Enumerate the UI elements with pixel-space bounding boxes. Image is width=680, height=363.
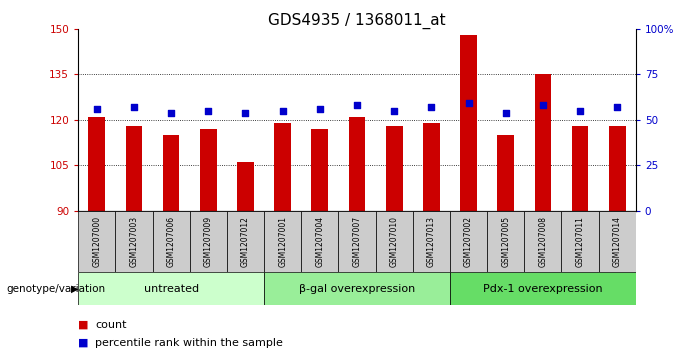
FancyBboxPatch shape <box>598 211 636 272</box>
FancyBboxPatch shape <box>116 211 152 272</box>
Point <box>389 108 400 114</box>
Text: GSM1207003: GSM1207003 <box>129 216 139 267</box>
Point <box>463 101 474 106</box>
Text: GSM1207014: GSM1207014 <box>613 216 622 267</box>
Point <box>612 104 623 110</box>
Point <box>203 108 214 114</box>
FancyBboxPatch shape <box>227 211 264 272</box>
Bar <box>88 117 105 211</box>
Text: GSM1207011: GSM1207011 <box>575 216 585 267</box>
FancyBboxPatch shape <box>339 211 375 272</box>
Point <box>277 108 288 114</box>
Text: count: count <box>95 320 126 330</box>
FancyBboxPatch shape <box>264 272 450 305</box>
Bar <box>497 135 514 211</box>
FancyBboxPatch shape <box>450 272 636 305</box>
Point <box>352 102 362 108</box>
Point <box>166 110 177 115</box>
Bar <box>237 162 254 211</box>
Point <box>240 110 251 115</box>
FancyBboxPatch shape <box>78 272 264 305</box>
FancyBboxPatch shape <box>375 211 413 272</box>
Point <box>575 108 585 114</box>
Bar <box>311 129 328 211</box>
Text: GSM1207008: GSM1207008 <box>539 216 547 267</box>
Point <box>500 110 511 115</box>
FancyBboxPatch shape <box>264 211 301 272</box>
FancyBboxPatch shape <box>413 211 450 272</box>
FancyBboxPatch shape <box>450 211 487 272</box>
Point <box>129 104 139 110</box>
Bar <box>609 126 626 211</box>
Text: GSM1207010: GSM1207010 <box>390 216 398 267</box>
Text: GSM1207009: GSM1207009 <box>204 216 213 267</box>
Text: GSM1207005: GSM1207005 <box>501 216 510 267</box>
Bar <box>386 126 403 211</box>
Point <box>537 102 548 108</box>
Bar <box>460 35 477 211</box>
FancyBboxPatch shape <box>487 211 524 272</box>
Bar <box>200 129 217 211</box>
FancyBboxPatch shape <box>524 211 562 272</box>
Point <box>426 104 437 110</box>
Point <box>314 106 325 112</box>
Text: GSM1207001: GSM1207001 <box>278 216 287 267</box>
Bar <box>126 126 142 211</box>
Point <box>91 106 102 112</box>
Bar <box>534 74 551 211</box>
FancyBboxPatch shape <box>152 211 190 272</box>
Bar <box>349 117 365 211</box>
Bar <box>274 123 291 211</box>
Text: ■: ■ <box>78 338 88 348</box>
Text: GSM1207004: GSM1207004 <box>316 216 324 267</box>
Bar <box>572 126 588 211</box>
Bar <box>423 123 440 211</box>
Text: ■: ■ <box>78 320 88 330</box>
Text: β-gal overexpression: β-gal overexpression <box>299 284 415 294</box>
Bar <box>163 135 180 211</box>
Text: untreated: untreated <box>143 284 199 294</box>
FancyBboxPatch shape <box>562 211 598 272</box>
Text: ▶: ▶ <box>71 284 79 294</box>
Text: GSM1207002: GSM1207002 <box>464 216 473 267</box>
Text: GSM1207000: GSM1207000 <box>92 216 101 267</box>
Text: genotype/variation: genotype/variation <box>7 284 106 294</box>
Text: percentile rank within the sample: percentile rank within the sample <box>95 338 283 348</box>
FancyBboxPatch shape <box>78 211 116 272</box>
FancyBboxPatch shape <box>301 211 339 272</box>
FancyBboxPatch shape <box>190 211 227 272</box>
Text: GSM1207012: GSM1207012 <box>241 216 250 267</box>
Title: GDS4935 / 1368011_at: GDS4935 / 1368011_at <box>268 13 446 29</box>
Text: GSM1207007: GSM1207007 <box>352 216 362 267</box>
Text: GSM1207006: GSM1207006 <box>167 216 175 267</box>
Text: GSM1207013: GSM1207013 <box>427 216 436 267</box>
Text: Pdx-1 overexpression: Pdx-1 overexpression <box>483 284 602 294</box>
